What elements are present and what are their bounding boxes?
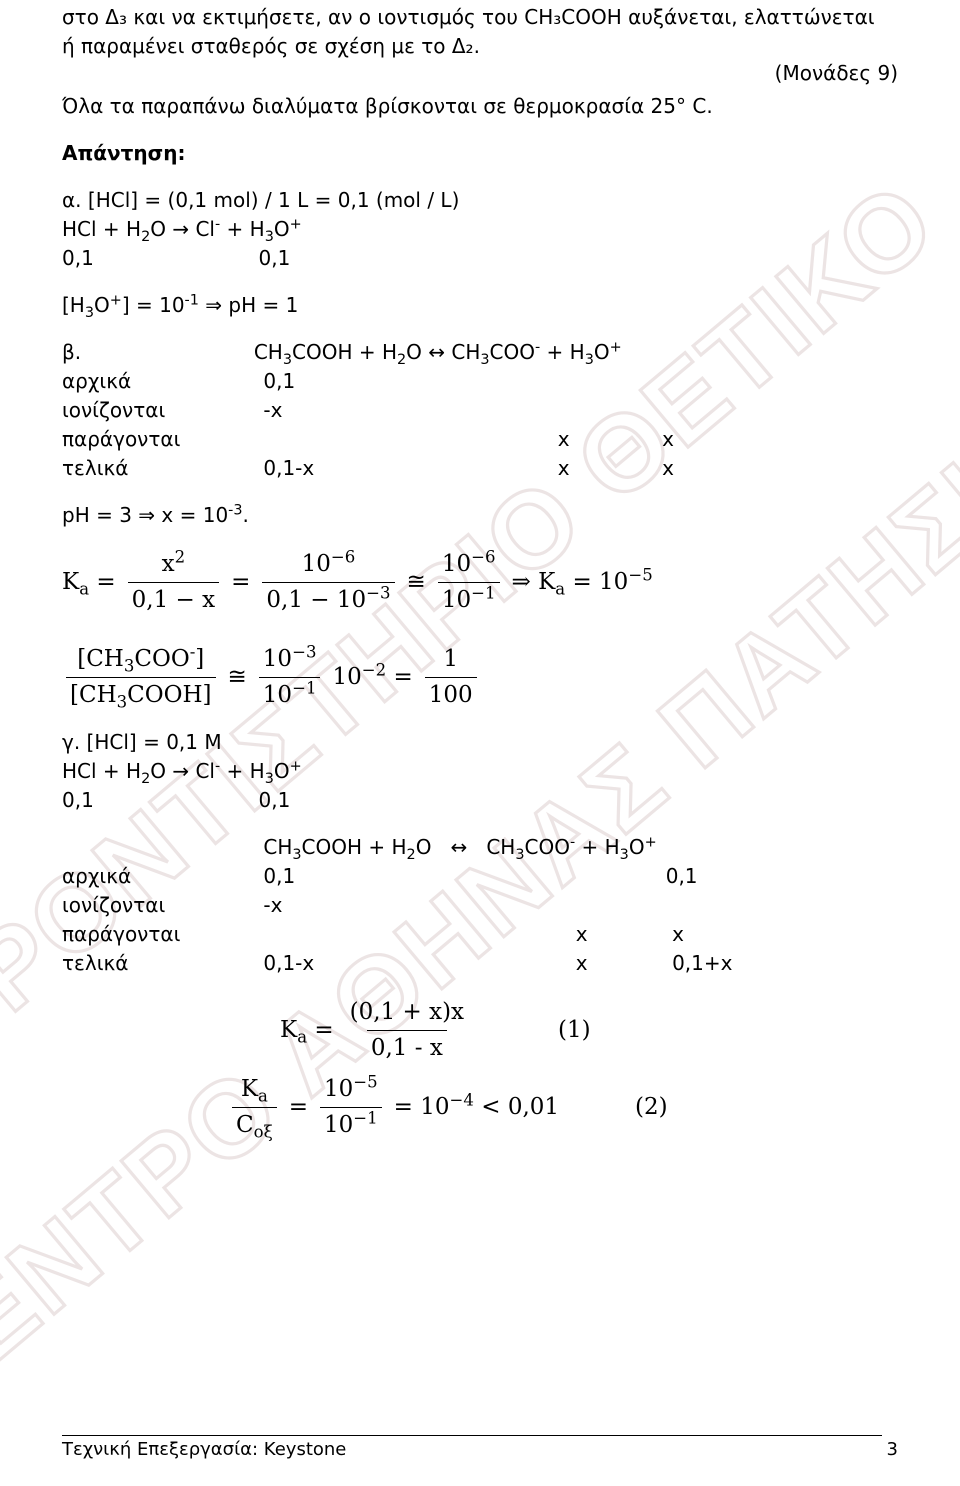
row-par-v1: x: [558, 426, 656, 453]
g-par-v2: x: [672, 922, 684, 946]
row-arxika-val: 0,1: [263, 369, 295, 393]
row-tel-v2: x: [662, 456, 674, 480]
conditions-line: Όλα τα παραπάνω διαλύματα βρίσκονται σε …: [62, 93, 898, 120]
ka-equation-3: Ka Cοξ = 10−5 10−1 = 10−4 < 0,01 (2): [228, 1074, 898, 1141]
alpha-val-2: 0,1: [259, 246, 291, 270]
footer-page-number: 3: [887, 1438, 898, 1462]
alpha-ph-line: [H3O+] = 10-1 ⇒ pH = 1: [62, 292, 898, 319]
intro-line-1: στο Δ₃ και να εκτιμήσετε, αν ο ιοντισμός…: [62, 4, 898, 31]
intro-line-2: ή παραμένει σταθερός σε σχέση με το Δ₂.: [62, 33, 898, 60]
beta-row-par: παράγονται x x: [62, 426, 898, 453]
ph-equals-line: pH = 3 ⇒ x = 10-3.: [62, 502, 898, 529]
beta-row-tel: τελικά 0,1-x x x: [62, 455, 898, 482]
row-tel-label: τελικά: [62, 455, 257, 482]
eq3-tag: (2): [635, 1092, 668, 1123]
alpha-val-1: 0,1: [62, 246, 94, 270]
gamma-rxn: HCl + H2O → Cl- + H3O+: [62, 758, 898, 785]
beta-label: β.: [62, 340, 81, 364]
g-arx-label: αρχικά: [62, 863, 257, 890]
eq2-tag: (1): [558, 1015, 591, 1046]
row-tel-val: 0,1-x: [263, 455, 551, 482]
alpha-line-2: HCl + H2O → Cl- + H3O+: [62, 216, 898, 243]
row-ion-label: ιονίζονται: [62, 397, 257, 424]
ka-equation-2: Ka = (0,1 + x)x 0,1 - x (1): [280, 997, 898, 1064]
row-par-label: παράγονται: [62, 426, 257, 453]
g-tel-v2: x: [576, 950, 666, 977]
points-label: (Μονάδες 9): [62, 60, 898, 87]
g-ion-val: -x: [263, 893, 282, 917]
g-tel-v3: 0,1+x: [672, 951, 732, 975]
gamma-header: γ. [HCl] = 0,1 M: [62, 729, 898, 756]
gamma-par: παράγονται x x: [62, 921, 898, 948]
page-content: στο Δ₃ και να εκτιμήσετε, αν ο ιοντισμός…: [62, 4, 898, 1141]
g-arx-v1: 0,1: [263, 863, 659, 890]
g-tel-v1: 0,1-x: [263, 950, 569, 977]
beta-header-line: β. CH3COOH + H2O ↔ CH3COO- + H3O+: [62, 339, 898, 366]
alpha-line-1: α. [HCl] = (0,1 mol) / 1 L = 0,1 (mol / …: [62, 187, 898, 214]
footer-rule: [62, 1435, 882, 1436]
g-tel-label: τελικά: [62, 950, 257, 977]
row-arxika-label: αρχικά: [62, 368, 257, 395]
row-ion-val: -x: [263, 398, 282, 422]
gamma-vals: 0,1 0,1: [62, 787, 898, 814]
answer-label: Απάντηση:: [62, 141, 185, 165]
gamma-rxn2: CH3COOH + H2O ↔ CH3COO- + H3O+: [62, 834, 898, 861]
footer-text: Τεχνική Επεξεργασία: Keystone: [62, 1438, 346, 1462]
gamma-arxika: αρχικά 0,1 0,1: [62, 863, 898, 890]
row-par-v2: x: [662, 427, 674, 451]
gamma-tel: τελικά 0,1-x x 0,1+x: [62, 950, 898, 977]
g-ion-label: ιονίζονται: [62, 892, 257, 919]
ratio-equation: [CH3COO-] [CH3COOH] ≅ 10−3 10−1 10−2 = 1…: [62, 644, 898, 711]
beta-row-arxika: αρχικά 0,1: [62, 368, 898, 395]
g-par-label: παράγονται: [62, 921, 257, 948]
gamma-val-2: 0,1: [259, 788, 291, 812]
alpha-line-3: 0,1 0,1: [62, 245, 898, 272]
gamma-val-1: 0,1: [62, 788, 94, 812]
g-arx-v2: 0,1: [666, 864, 698, 888]
ka-equation-1: Ka = x2 0,1 − x = 10−6 0,1 − 10−3 ≅ 10−6…: [62, 549, 898, 616]
beta-row-ion: ιονίζονται -x: [62, 397, 898, 424]
gamma-ion: ιονίζονται -x: [62, 892, 898, 919]
row-tel-v1: x: [558, 455, 656, 482]
g-par-v1: x: [576, 921, 666, 948]
